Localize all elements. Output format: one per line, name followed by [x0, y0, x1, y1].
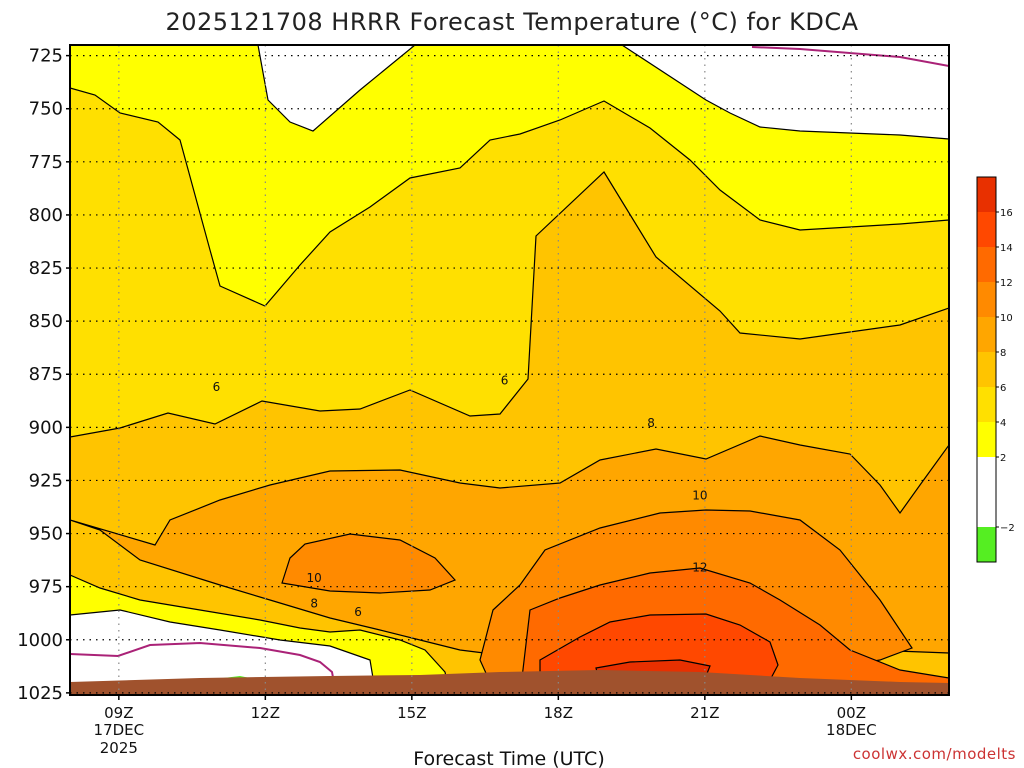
y-tick-label-7: 900: [29, 417, 63, 438]
band-near-freezing-right: [620, 45, 949, 140]
y-tick-label-6: 875: [29, 364, 63, 385]
y-tick-label-4: 825: [29, 258, 63, 279]
colorbar-label-6: 4: [1000, 418, 1006, 429]
y-tick-label-5: 850: [29, 311, 63, 332]
contour-label-7: 6: [354, 605, 362, 619]
contour-label-2: 8: [647, 416, 655, 430]
colorbar-label-7: 2: [1000, 453, 1006, 464]
ground-terrain: [70, 670, 949, 695]
x-tick-date-5: 18DEC: [826, 721, 877, 739]
colorbar: 16 14 12 10 8 6 4 2 −2: [976, 176, 1015, 563]
y-tick-label-3: 800: [29, 205, 63, 226]
colorbar-swatch-1: [977, 457, 996, 527]
colorbar-frame: [976, 176, 997, 563]
contour-label-3: 10: [692, 488, 707, 502]
colorbar-label-8: −2: [1000, 523, 1015, 534]
contour-label-6: 8: [310, 597, 318, 611]
colorbar-swatch-9: [977, 177, 996, 212]
colorbar-label-4: 8: [1000, 348, 1006, 359]
contour-label-5: 10: [307, 571, 322, 585]
contour-label-1: 6: [501, 374, 509, 388]
freezing-line: [70, 641, 335, 684]
colorbar-swatch-6: [977, 282, 996, 317]
y-tick-label-0: 725: [29, 46, 63, 67]
y-tick-label-2: 775: [29, 152, 63, 173]
contour-label-4: 12: [692, 561, 707, 575]
colorbar-swatch-2: [977, 422, 996, 457]
x-axis-label: Forecast Time (UTC): [413, 748, 604, 768]
x-tick-date-0: 17DEC: [94, 721, 145, 739]
x-tick-label-1: 12Z: [251, 704, 280, 722]
colorbar-swatch-8: [977, 212, 996, 247]
y-tick-label-1: 750: [29, 99, 63, 120]
colorbar-swatch-4: [977, 352, 996, 387]
x-tick-label-3: 18Z: [544, 704, 573, 722]
x-tick-label-5: 00Z: [837, 704, 866, 722]
y-tick-label-10: 975: [29, 577, 63, 598]
colorbar-label-2: 12: [1000, 278, 1013, 289]
colorbar-swatch-5: [977, 317, 996, 352]
colorbar-label-0: 16: [1000, 208, 1013, 219]
gridlines: [70, 45, 949, 695]
colorbar-label-5: 6: [1000, 383, 1006, 394]
plot-frame: [69, 44, 950, 696]
colorbar-label-1: 14: [1000, 243, 1013, 254]
temperature-field: [70, 45, 949, 695]
colorbar-label-3: 10: [1000, 313, 1013, 324]
colorbar-swatch-0: [977, 527, 996, 562]
contour-label-0: 6: [213, 380, 221, 394]
x-tick-label-0: 09Z: [104, 704, 133, 722]
y-tick-label-9: 950: [29, 524, 63, 545]
colorbar-swatch-3: [977, 387, 996, 422]
y-tick-label-11: 1000: [17, 630, 63, 651]
x-tick-label-4: 21Z: [690, 704, 719, 722]
band-near-freezing: [257, 45, 416, 132]
y-tick-label-8: 925: [29, 470, 63, 491]
credit-text: coolwx.com/modelts: [853, 745, 1016, 763]
y-axis: 725 750 775 800 825 850 875 900 925 950 975 1000 102…: [17, 46, 70, 704]
chart-title: 2025121708 HRRR Forecast Temperature (°C…: [165, 8, 858, 36]
freezing-line-upper: [751, 46, 949, 67]
y-tick-label-12: 1025: [17, 683, 63, 704]
x-tick-label-2: 15Z: [397, 704, 426, 722]
contour-labels: 6 6 8 10 12 10 8 6: [213, 374, 708, 620]
x-tick-year-0: 2025: [100, 739, 138, 757]
colorbar-swatch-7: [977, 247, 996, 282]
